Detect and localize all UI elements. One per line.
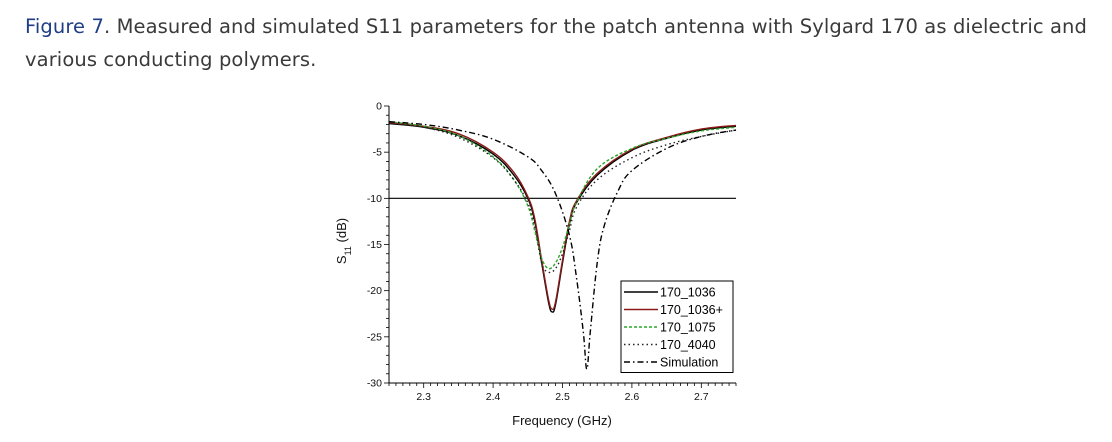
series-line-simulation bbox=[389, 121, 737, 370]
y-tick-label: -10 bbox=[367, 193, 382, 205]
y-tick-label: -15 bbox=[367, 239, 382, 251]
legend-label: 170_1036 bbox=[660, 286, 716, 300]
y-tick-label: -30 bbox=[367, 378, 382, 390]
y-tick-label: 0 bbox=[376, 101, 382, 113]
x-tick-label: 2.3 bbox=[416, 391, 431, 403]
figure-caption: Figure 7. Measured and simulated S11 par… bbox=[25, 10, 1087, 76]
series-group bbox=[389, 121, 737, 370]
legend-label: Simulation bbox=[660, 356, 718, 370]
figure-label: Figure 7 bbox=[25, 15, 104, 38]
legend-label: 170_1036+ bbox=[660, 303, 723, 317]
x-tick-label: 2.6 bbox=[625, 391, 640, 403]
legend-label: 170_1075 bbox=[660, 321, 716, 335]
y-axis-label: S11 (dB) bbox=[334, 218, 353, 264]
y-tick-label: -25 bbox=[367, 331, 382, 343]
plot-area bbox=[389, 121, 737, 370]
legend: 170_1036 170_1036+ 170_1075 170_4040 Simulat… bbox=[620, 280, 734, 373]
series-line-170-1036- bbox=[389, 121, 737, 311]
y-tick-label: -20 bbox=[367, 285, 382, 297]
caption-text: . Measured and simulated S11 parameters … bbox=[25, 15, 1087, 71]
legend-label: 170_4040 bbox=[660, 338, 716, 352]
series-line-170-4040 bbox=[389, 122, 737, 274]
x-tick-label: 2.4 bbox=[486, 391, 501, 403]
series-line-170-1075 bbox=[389, 121, 737, 270]
series-line-170-1036 bbox=[389, 122, 737, 313]
x-axis-label: Frequency (GHz) bbox=[512, 413, 612, 428]
x-tick-label: 2.7 bbox=[694, 391, 709, 403]
y-tick-label: -5 bbox=[373, 147, 382, 159]
x-tick-label: 2.5 bbox=[555, 391, 570, 403]
axes: 0 -5 -10 -15 -20 -25 -30 2.3 2.4 2.5 2.6 2.7 bbox=[367, 101, 737, 403]
